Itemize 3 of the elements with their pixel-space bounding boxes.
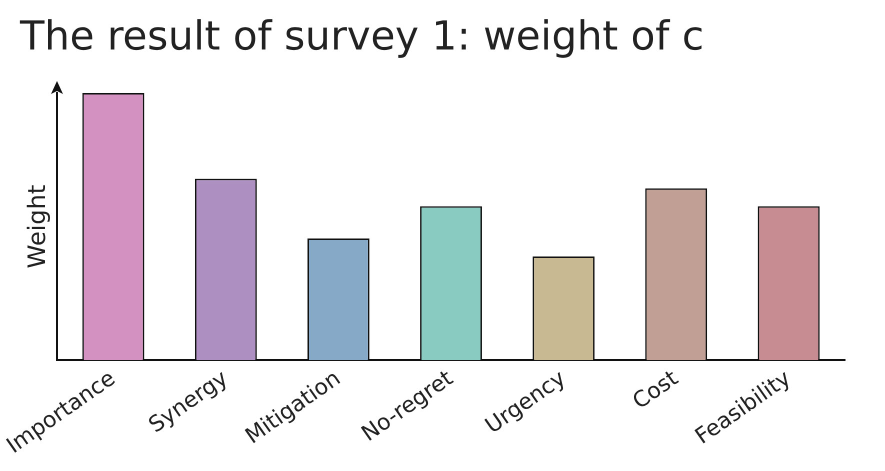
chart-title: The result of survey 1: weight of c — [19, 13, 704, 60]
x-tick-label: Cost — [628, 366, 684, 415]
y-axis-title: Weight — [22, 184, 51, 268]
